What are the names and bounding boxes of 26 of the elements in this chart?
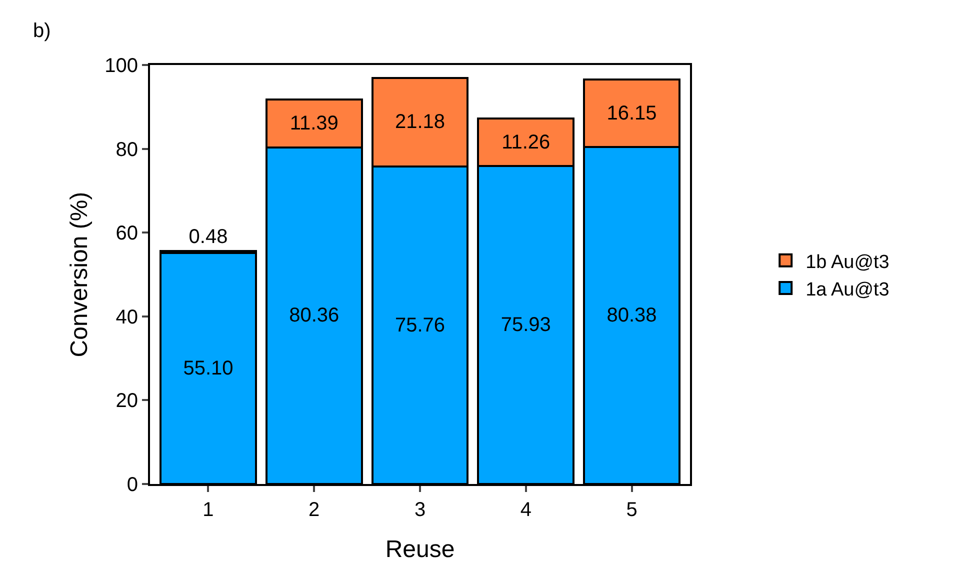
legend-label: 1a Au@t3 <box>806 279 890 300</box>
y-tick-label: 20 <box>116 390 138 412</box>
x-tick-label: 3 <box>414 499 426 521</box>
data-label: 11.26 <box>502 131 550 154</box>
legend-label: 1b Au@t3 <box>806 252 890 273</box>
x-axis-title: Reuse <box>385 536 455 563</box>
data-label: 80.36 <box>289 304 340 327</box>
data-label: 75.93 <box>500 314 551 336</box>
data-label: 55.10 <box>183 358 234 380</box>
x-tick-label: 4 <box>520 499 532 521</box>
y-tick-label: 100 <box>104 55 138 77</box>
text: b) <box>33 20 51 42</box>
data-label: 80.38 <box>606 304 657 327</box>
data-label: 75.76 <box>394 314 446 336</box>
x-tick-label: 2 <box>308 499 320 521</box>
y-tick-label: 0 <box>126 474 138 496</box>
data-label: 0.48 <box>188 226 228 248</box>
y-tick-label: 80 <box>116 138 138 161</box>
y-tick-label: 60 <box>116 222 138 245</box>
data-label: 11.39 <box>290 112 338 134</box>
y-tick-label: 40 <box>116 306 138 328</box>
data-label: 21.18 <box>394 111 446 134</box>
data-label: 16.15 <box>606 102 657 124</box>
x-tick-label: 5 <box>626 499 638 521</box>
x-tick-label: 1 <box>202 499 214 521</box>
y-axis-title: Conversion (%) <box>66 192 94 358</box>
